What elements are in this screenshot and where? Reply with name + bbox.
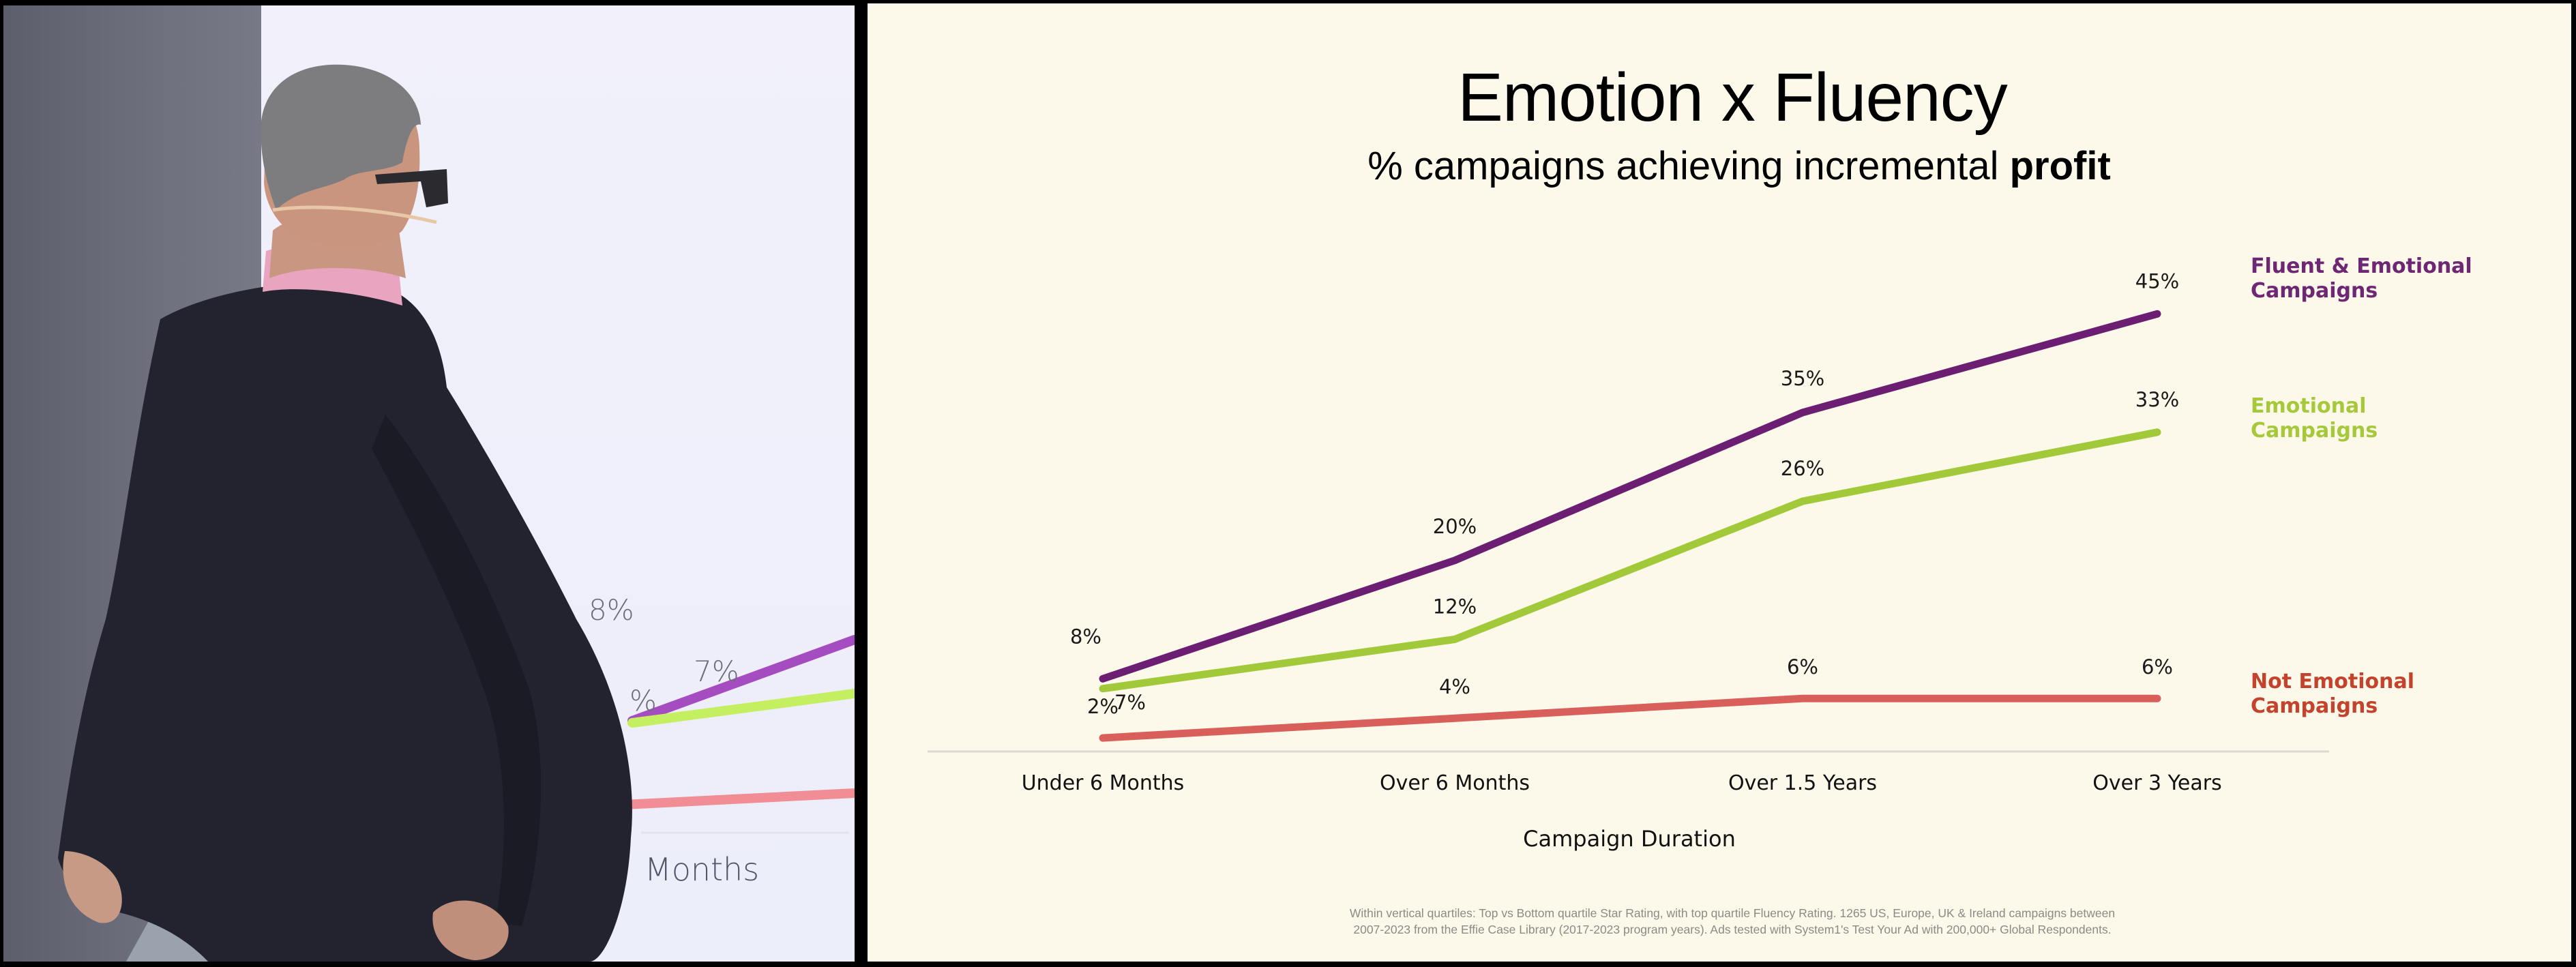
series-lines [1099,310,2161,742]
projected-axis-label-months: Months [645,851,760,888]
subtitle-text: % campaigns achieving incremental [1367,144,2010,188]
data-label-emotional-2: 26% [1781,457,1824,480]
data-label-emotional-3: 33% [2135,388,2179,411]
series-line-fluent-emotional [1099,310,2161,683]
data-label-not-emotional-1: 4% [1439,675,1470,698]
footnote-line-1: Within vertical quartiles: Top vs Bottom… [1349,906,2116,920]
x-tick-labels: Under 6 Months Over 6 Months Over 1.5 Year… [1022,771,2222,795]
series-line-emotional [1099,428,2161,693]
legend-not-emotional-line2: Campaigns [2251,694,2378,718]
presenter-video-panel: 8% 7% % Months [3,5,855,962]
legend-emotional-line2: Campaigns [2251,419,2378,443]
x-tick-label-0: Under 6 Months [1022,771,1185,795]
footnote-line-2: 2007-2023 from the Effie Case Library (2… [1353,923,2112,936]
footnote: Within vertical quartiles: Top vs Bottom… [868,905,2571,938]
data-label-not-emotional-2: 6% [1787,655,1818,679]
projected-purple-line [627,635,855,726]
projected-label-8: 8% [589,593,634,627]
legend-fluent-emotional-line1: Fluent & Emotional [2251,254,2472,278]
x-axis-title: Campaign Duration [1523,826,1736,852]
slide-panel: Emotion x Fluency % campaigns achieving … [868,3,2571,962]
legend-not-emotional-line1: Not Emotional [2251,670,2414,694]
data-labels: 8% 20% 35% 45% 7% 12% 26% 33% 2% 4% 6% 6% [1070,269,2179,718]
x-tick-label-3: Over 3 Years [2092,771,2221,795]
projected-green-line [627,689,855,728]
projected-label-7: 7% [694,655,739,688]
data-label-fluent-emotional-2: 35% [1781,367,1824,390]
x-tick-label-1: Over 6 Months [1380,771,1530,795]
data-label-emotional-0: 7% [1114,691,1146,714]
projected-pink-line [619,788,855,809]
data-label-emotional-1: 12% [1433,595,1477,618]
legend-emotional: Emotional Campaigns [2251,394,2378,443]
data-label-not-emotional-3: 6% [2142,655,2173,679]
data-label-fluent-emotional-1: 20% [1433,515,1477,538]
legend-fluent-emotional: Fluent & Emotional Campaigns [2251,254,2472,303]
slide-subtitle: % campaigns achieving incremental profit [868,147,2571,186]
slide-title: Emotion x Fluency [1457,59,2008,136]
legend-fluent-emotional-line2: Campaigns [2251,279,2378,303]
data-label-not-emotional-0: 2% [1087,695,1119,718]
series-line-not-emotional [1099,694,2161,742]
legend-not-emotional: Not Emotional Campaigns [2251,670,2414,719]
legend-emotional-line1: Emotional [2251,394,2367,418]
x-tick-label-2: Over 1.5 Years [1728,771,1877,795]
data-label-fluent-emotional-0: 8% [1070,625,1101,648]
data-label-fluent-emotional-3: 45% [2135,269,2179,293]
subtitle-emphasis: profit [2009,144,2111,188]
projected-label-2: % [630,684,657,717]
presenter [58,64,632,962]
presenter-scene [58,64,855,962]
line-chart: 8% 20% 35% 45% 7% 12% 26% 33% 2% 4% 6% 6% Under 6 M… [928,269,2329,852]
